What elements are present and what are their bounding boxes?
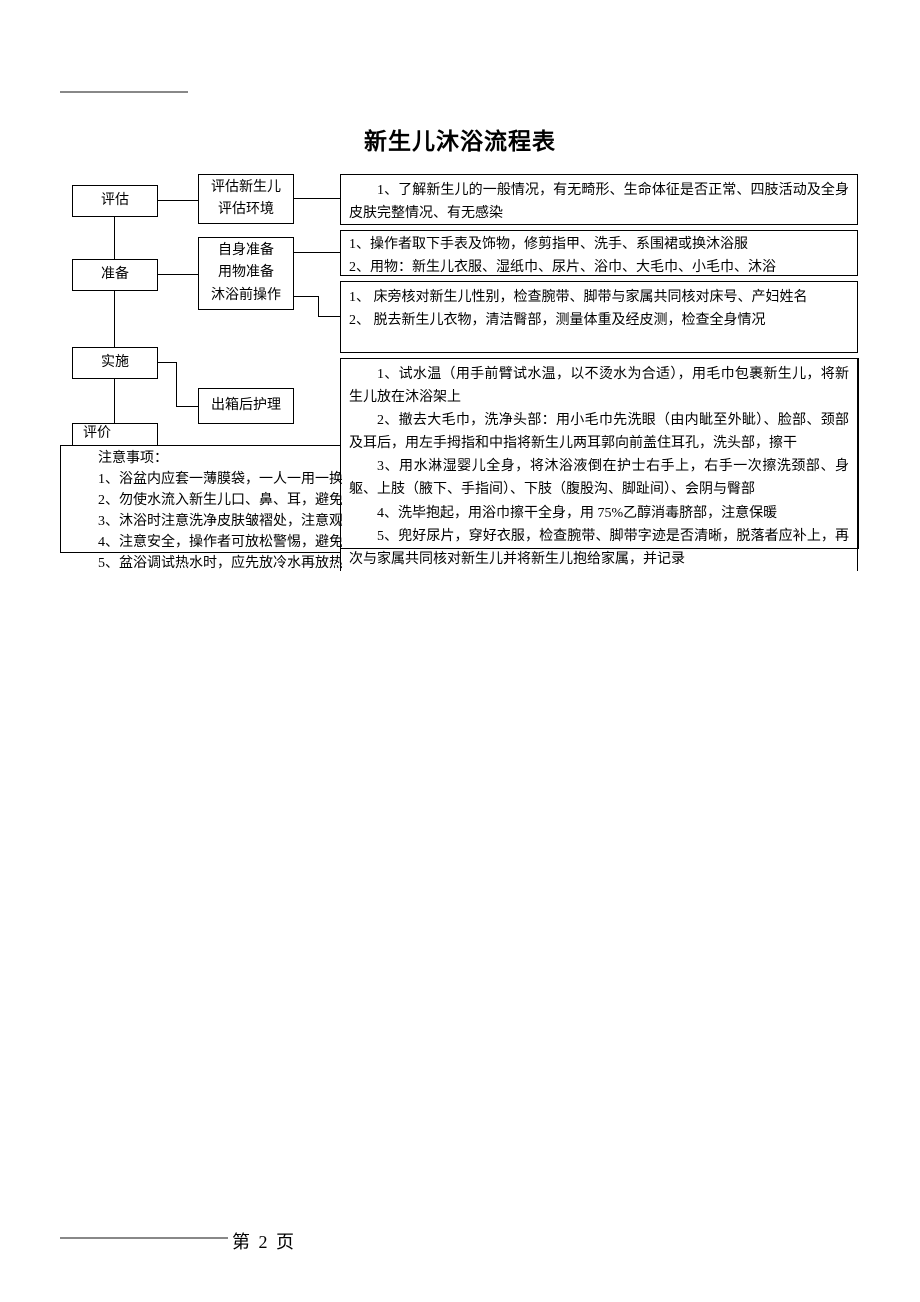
detail-text: 4、洗毕抱起，用浴巾擦干全身，用 75%乙醇消毒脐部，注意保暖 — [349, 502, 849, 525]
step-label: 实施 — [101, 352, 129, 374]
divider — [858, 358, 859, 548]
detail-text: 1、操作者取下手表及饰物，修剪指甲、洗手、系围裙或换沐浴服 — [349, 233, 849, 256]
notes-item: 2、勿使水流入新生儿口、鼻、耳，避免 — [98, 490, 342, 511]
connector — [318, 296, 319, 316]
connector — [158, 274, 198, 275]
connector — [318, 316, 340, 317]
detail-text: 1、了解新生儿的一般情况，有无畸形、生命体征是否正常、四肢活动及全身皮肤完整情况… — [349, 179, 849, 225]
connector — [176, 406, 198, 407]
notes-heading: 注意事项： — [98, 448, 342, 469]
notes-item: 3、沐浴时注意洗净皮肤皱褶处，注意观 — [98, 511, 342, 532]
mid-prepare: 自身准备 用物准备 沐浴前操作 — [198, 237, 294, 310]
mid-label: 用物准备 — [218, 262, 274, 284]
connector — [294, 252, 340, 253]
footer-rule — [60, 1237, 228, 1239]
step-prepare: 准备 — [72, 259, 158, 291]
connector — [114, 291, 115, 347]
step-label: 评估 — [101, 190, 129, 212]
connector — [294, 296, 318, 297]
mid-label: 评估新生儿 — [211, 177, 281, 199]
connector — [158, 362, 176, 363]
mid-label: 出箱后护理 — [211, 395, 281, 417]
notes-item: 4、注意安全，操作者可放松警惕，避免 — [98, 532, 342, 553]
detail-text: 2、撤去大毛巾，洗净头部：用小毛巾先洗眼（由内眦至外眦）、脸部、颈部及耳后，用左… — [349, 409, 849, 455]
notes-item: 5、盆浴调试热水时，应先放冷水再放热 — [98, 553, 342, 574]
connector — [158, 200, 198, 201]
detail-text: 1、 床旁核对新生儿性别，检查腕带、脚带与家属共同核对床号、产妇姓名 — [349, 286, 849, 309]
detail-precheck: 1、 床旁核对新生儿性别，检查腕带、脚带与家属共同核对床号、产妇姓名 2、 脱去… — [340, 281, 858, 353]
divider — [60, 445, 61, 552]
mid-assess: 评估新生儿 评估环境 — [198, 174, 294, 224]
header-rule — [60, 91, 188, 93]
notes-item: 1、浴盆内应套一薄膜袋，一人一用一换 — [98, 469, 342, 490]
mid-label: 评估环境 — [218, 199, 274, 221]
page-title: 新生儿沐浴流程表 — [0, 122, 920, 156]
step-evaluate: 评价 — [72, 423, 158, 445]
step-implement: 实施 — [72, 347, 158, 379]
step-label: 评价 — [83, 423, 111, 445]
detail-assess: 1、了解新生儿的一般情况，有无畸形、生命体征是否正常、四肢活动及全身皮肤完整情况… — [340, 174, 858, 225]
connector — [176, 362, 177, 407]
step-label: 准备 — [101, 264, 129, 286]
detail-text: 2、 脱去新生儿衣物，清洁臀部，测量体重及经皮测，检查全身情况 — [349, 309, 849, 332]
connector — [114, 217, 115, 259]
mid-label: 沐浴前操作 — [211, 285, 281, 307]
detail-text: 1、试水温（用手前臂试水温，以不烫水为合适），用毛巾包裹新生儿，将新生儿放在沐浴… — [349, 363, 849, 409]
detail-text: 3、用水淋湿婴儿全身，将沐浴液倒在护士右手上，右手一次擦洗颈部、身躯、上肢（腋下… — [349, 455, 849, 501]
page-number: 第 2 页 — [232, 1228, 296, 1254]
divider — [60, 445, 340, 446]
connector — [114, 379, 115, 423]
connector — [294, 198, 340, 199]
detail-bathing: 1、试水温（用手前臂试水温，以不烫水为合适），用毛巾包裹新生儿，将新生儿放在沐浴… — [340, 358, 858, 571]
divider — [340, 548, 859, 549]
notes-block: 注意事项： 1、浴盆内应套一薄膜袋，一人一用一换 2、勿使水流入新生儿口、鼻、耳… — [98, 448, 342, 574]
mid-postcare: 出箱后护理 — [198, 388, 294, 424]
detail-prepare-items: 1、操作者取下手表及饰物，修剪指甲、洗手、系围裙或换沐浴服 2、用物：新生儿衣服… — [340, 230, 858, 276]
mid-label: 自身准备 — [218, 240, 274, 262]
step-assess: 评估 — [72, 185, 158, 217]
detail-text: 2、用物：新生儿衣服、湿纸巾、尿片、浴巾、大毛巾、小毛巾、沐浴 — [349, 256, 849, 276]
